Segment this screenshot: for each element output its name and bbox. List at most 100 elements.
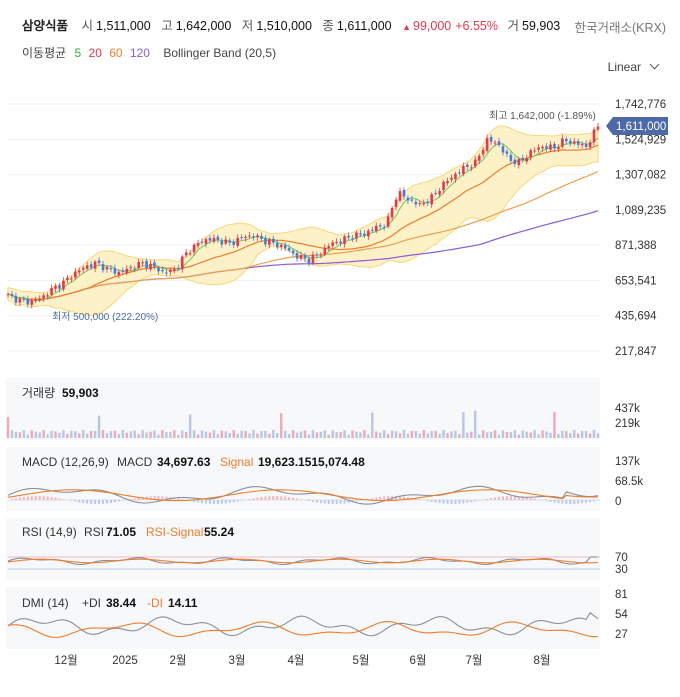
candle-body: [113, 268, 117, 274]
macd-histogram-bar: [557, 500, 560, 504]
volume-bar: [398, 433, 402, 438]
candle-body: [541, 146, 544, 149]
macd-histogram-bar: [280, 496, 283, 500]
candle-body: [565, 138, 568, 142]
candle-body: [85, 265, 89, 269]
candle-body: [54, 285, 57, 289]
macd-histogram-bar: [161, 496, 164, 500]
candle-body: [58, 285, 61, 289]
macd-histogram-bar: [561, 500, 564, 504]
candle-body: [291, 250, 295, 254]
candle-body: [173, 269, 176, 271]
macd-histogram-bar: [78, 500, 81, 503]
candle-body: [481, 149, 485, 155]
volume-bar: [485, 432, 489, 438]
volume-bar: [430, 431, 433, 438]
macd-histogram-bar: [276, 496, 279, 500]
macd-histogram-bar: [537, 499, 540, 500]
volume-bar: [577, 433, 580, 438]
volume-bar: [192, 430, 196, 438]
volume-bar: [232, 430, 235, 438]
volume-bar: [287, 434, 291, 438]
macd-signal-label: Signal: [220, 455, 253, 469]
volume-bar: [335, 432, 338, 438]
rsi-tick-label: 70: [615, 552, 628, 564]
volume-bar: [355, 431, 358, 438]
volume-bar: [521, 430, 524, 438]
bollinger-legend[interactable]: Bollinger Band (20,5): [163, 46, 277, 60]
macd-histogram-bar: [414, 498, 417, 500]
volume-bar: [533, 430, 536, 438]
open-label: 시: [81, 19, 94, 33]
candle-body: [279, 244, 283, 247]
volume-bar: [216, 434, 220, 438]
candle-body: [378, 225, 382, 227]
volume-bar: [10, 430, 14, 438]
volume-label: 거: [507, 19, 519, 33]
volume-bar: [323, 430, 326, 438]
ma20-legend[interactable]: 20: [88, 46, 102, 60]
candle-body: [236, 237, 239, 246]
candle-body: [561, 138, 564, 147]
volume-bar: [474, 410, 477, 438]
candle-body: [244, 237, 247, 239]
time-axis: 12월 2025 2월 3월 4월 5월 6월 7월 8월: [54, 654, 550, 667]
volume-bar: [272, 430, 275, 438]
macd-histogram-bar: [177, 498, 180, 500]
macd-histogram-bar: [121, 500, 124, 501]
volume-bar: [133, 430, 136, 438]
macd-histogram-bar: [74, 500, 77, 502]
volume-bar: [375, 431, 378, 438]
time-tick-label: 5월: [353, 654, 370, 667]
macd-histogram-bar: [486, 498, 489, 500]
ma5-legend[interactable]: 5: [74, 46, 82, 60]
candle-body: [592, 129, 596, 143]
candle-body: [240, 237, 243, 239]
macd-histogram-bar: [335, 500, 338, 504]
candle-body: [347, 235, 350, 238]
volume-bar: [295, 432, 299, 438]
volume-bar: [402, 430, 406, 438]
candle-body: [438, 191, 441, 195]
volume-bar: [141, 430, 144, 438]
macd-histogram-bar: [438, 500, 441, 504]
macd-histogram-bar: [597, 500, 599, 501]
macd-signal-value: 19,623.1515,074.48: [258, 455, 365, 469]
macd-histogram-bar: [383, 496, 386, 500]
candle-body: [149, 263, 152, 270]
volume-value: 59,903: [522, 19, 561, 33]
candle-body: [319, 254, 323, 256]
volume-bar: [339, 432, 342, 438]
volume-bar: [446, 432, 449, 438]
scale-selector[interactable]: Linear: [608, 59, 660, 74]
volume-bar: [584, 430, 588, 438]
macd-histogram-bar: [129, 499, 132, 500]
volume-bar: [125, 432, 128, 438]
volume-bar: [70, 430, 73, 438]
ma120-legend[interactable]: 120: [129, 46, 150, 60]
volume-bar: [513, 430, 517, 438]
dmi-pane-bg: [6, 587, 600, 649]
candle-body: [268, 239, 271, 245]
time-tick-label: 2월: [170, 654, 187, 667]
macd-histogram-bar: [284, 496, 287, 500]
candle-body: [596, 126, 600, 130]
macd-histogram-bar: [224, 500, 227, 504]
macd-histogram-bar: [379, 496, 382, 500]
volume-bar: [489, 431, 493, 438]
macd-histogram-bar: [454, 500, 457, 504]
macd-histogram-bar: [252, 498, 255, 500]
volume-bar: [343, 430, 346, 438]
candle-body: [188, 253, 192, 255]
volume-bar: [359, 432, 362, 438]
candle-body: [501, 146, 505, 153]
candle-body: [129, 267, 133, 269]
candle-body: [216, 236, 220, 240]
macd-tick-label: 0: [615, 496, 621, 508]
candle-body: [260, 235, 263, 239]
candle-body: [505, 151, 509, 154]
volume-bar: [493, 430, 497, 438]
candle-body: [38, 298, 41, 301]
ma60-legend[interactable]: 60: [109, 46, 123, 60]
